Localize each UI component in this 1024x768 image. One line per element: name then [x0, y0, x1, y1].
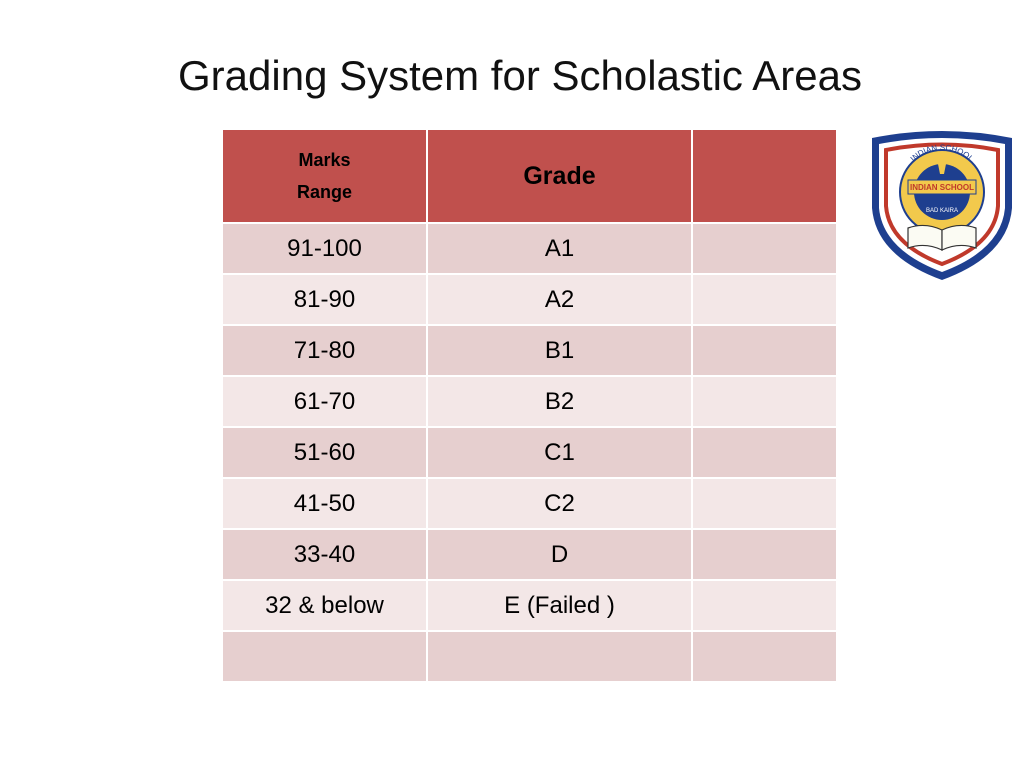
marks-range-cell: 91-100 — [221, 222, 428, 275]
table-row: 51-60 C1 — [221, 426, 838, 479]
shield-red-band — [884, 142, 1000, 267]
open-book-icon — [907, 224, 977, 251]
marks-range-cell: 81-90 — [221, 273, 428, 326]
empty-cell — [691, 375, 838, 428]
empty-cell — [691, 324, 838, 377]
marks-range-cell — [221, 630, 428, 683]
slide-title: Grading System for Scholastic Areas — [178, 52, 862, 99]
table-row: 61-70 B2 — [221, 375, 838, 428]
empty-cell — [691, 426, 838, 479]
table-row: 41-50 C2 — [221, 477, 838, 530]
table-row: 71-80 B1 — [221, 324, 838, 377]
grading-table: Marks Range Grade 91-100 A1 81-90 A2 71-… — [221, 128, 838, 683]
empty-cell — [691, 477, 838, 530]
empty-cell — [691, 630, 838, 683]
school-crest-logo: INDIAN SCHOOL INDIAN SCHOOL BAD KAIRA — [872, 131, 1012, 280]
header-marks-range: Marks Range — [221, 128, 428, 224]
marks-range-cell: 32 & below — [221, 579, 428, 632]
marks-range-cell: 51-60 — [221, 426, 428, 479]
table-header-row: Marks Range Grade — [221, 128, 838, 224]
grade-cell — [426, 630, 693, 683]
grade-cell: A1 — [426, 222, 693, 275]
grade-cell: A2 — [426, 273, 693, 326]
grade-cell: B2 — [426, 375, 693, 428]
empty-cell — [691, 222, 838, 275]
marks-range-cell: 61-70 — [221, 375, 428, 428]
header-empty — [691, 128, 838, 224]
marks-range-cell: 41-50 — [221, 477, 428, 530]
crest-bottom-text: BAD KAIRA — [926, 208, 958, 214]
empty-cell — [691, 579, 838, 632]
lamp-icon — [938, 160, 946, 174]
table-row: 32 & below E (Failed ) — [221, 579, 838, 632]
table-row: 91-100 A1 — [221, 222, 838, 275]
table-row — [221, 630, 838, 683]
grade-cell: C1 — [426, 426, 693, 479]
table-row: 81-90 A2 — [221, 273, 838, 326]
grade-cell: C2 — [426, 477, 693, 530]
grade-cell: E (Failed ) — [426, 579, 693, 632]
empty-cell — [691, 273, 838, 326]
marks-range-cell: 71-80 — [221, 324, 428, 377]
header-grade: Grade — [426, 128, 693, 224]
grade-cell: B1 — [426, 324, 693, 377]
grade-cell: D — [426, 528, 693, 581]
crest-banner — [907, 179, 977, 195]
empty-cell — [691, 528, 838, 581]
crest-banner-text: INDIAN SCHOOL — [910, 183, 974, 192]
table-row: 33-40 D — [221, 528, 838, 581]
marks-range-cell: 33-40 — [221, 528, 428, 581]
